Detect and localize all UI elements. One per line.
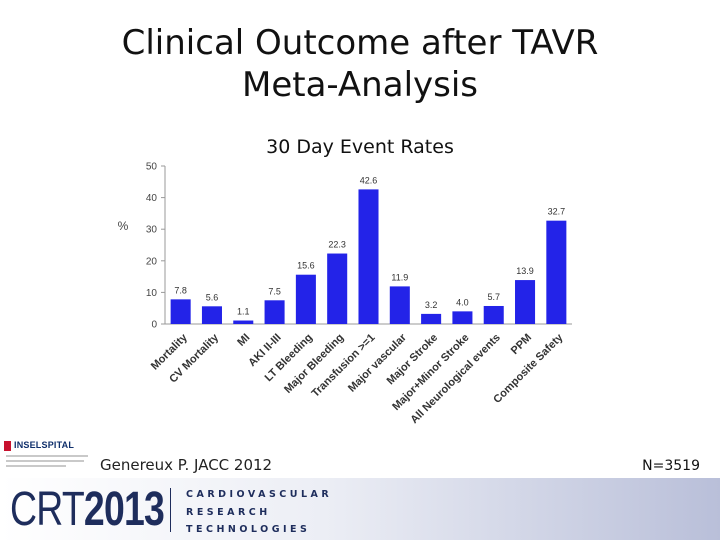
data-label: 1.1 (237, 307, 250, 317)
inselspital-logo: INSELSPITAL (4, 440, 90, 470)
bar-8 (389, 286, 410, 324)
data-label: 42.6 (360, 175, 378, 185)
crt-logo-year: 2013 (83, 483, 165, 536)
y-tick-label: 10 (146, 288, 158, 299)
data-label: 7.5 (268, 286, 281, 296)
y-tick-label: 20 (146, 256, 158, 267)
data-label: 11.9 (391, 272, 408, 282)
y-tick-label: 40 (146, 193, 158, 204)
citation: Genereux P. JACC 2012 (100, 456, 273, 474)
crt-divider (170, 488, 171, 532)
bar-5 (295, 274, 316, 324)
sample-size: N=3519 (642, 458, 700, 474)
data-label: 3.2 (425, 300, 438, 310)
data-label: 32.7 (548, 207, 566, 217)
y-tick-label: 0 (151, 320, 157, 331)
footer-banner (0, 478, 720, 540)
y-tick-label: 30 (146, 225, 158, 236)
slide-title-line-1: Clinical Outcome after TAVR (121, 23, 599, 63)
crt-line-3: TECHNOLOGIES (186, 524, 311, 535)
data-label: 13.9 (516, 266, 534, 276)
bar-3 (233, 320, 254, 324)
chart-title: 30 Day Event Rates (266, 136, 454, 158)
crt-line-1: CARDIOVASCULAR (186, 489, 333, 500)
y-tick-label: 50 (146, 162, 158, 173)
data-label: 22.3 (328, 240, 346, 250)
bar-13 (546, 220, 567, 324)
x-tick-label: MI (235, 332, 252, 349)
bar-7 (358, 189, 379, 324)
bar-10 (452, 311, 473, 324)
bar-11 (483, 305, 504, 324)
slide-title-line-2: Meta-Analysis (241, 65, 479, 105)
bar-4 (264, 300, 285, 324)
crt-line-2: RESEARCH (186, 506, 271, 518)
data-label: 15.6 (297, 261, 315, 271)
crt-logo: CRT2013 (10, 483, 165, 536)
data-label: 5.7 (487, 292, 500, 302)
bar-2 (201, 306, 222, 324)
slide-title: Clinical Outcome after TAVR Meta-Analysi… (0, 22, 720, 106)
data-label: 4.0 (456, 297, 469, 307)
inselspital-mark-icon (4, 441, 11, 451)
data-label: 5.6 (206, 292, 219, 302)
bar-9 (421, 313, 442, 324)
y-axis-label: % (118, 219, 129, 233)
bar-1 (170, 299, 191, 324)
bar-12 (515, 280, 536, 324)
crt-full-name: CARDIOVASCULAR RESEARCH TECHNOLOGIES (186, 486, 332, 539)
data-label: 7.8 (174, 285, 187, 295)
inselspital-name: INSELSPITAL (14, 440, 75, 450)
x-tick-label: PPM (509, 332, 534, 357)
crt-logo-letters: CRT (10, 483, 85, 536)
bar-6 (327, 253, 348, 324)
